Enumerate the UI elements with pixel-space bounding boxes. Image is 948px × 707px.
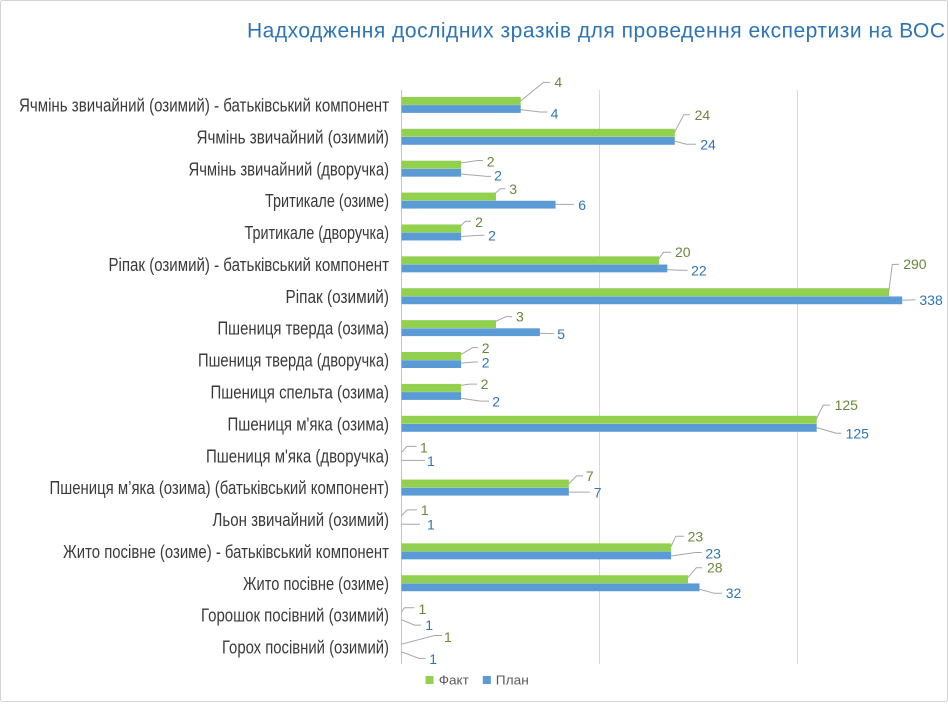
svg-text:7: 7 bbox=[586, 468, 594, 484]
svg-text:6: 6 bbox=[578, 197, 586, 213]
svg-text:125: 125 bbox=[846, 425, 870, 441]
svg-text:1: 1 bbox=[427, 516, 435, 532]
svg-text:Ріпак (озимий): Ріпак (озимий) bbox=[286, 287, 390, 307]
svg-text:125: 125 bbox=[835, 397, 859, 413]
svg-text:1: 1 bbox=[419, 601, 427, 617]
svg-text:1: 1 bbox=[429, 651, 437, 667]
svg-text:4: 4 bbox=[554, 74, 562, 90]
svg-text:Тритикале (озиме): Тритикале (озиме) bbox=[265, 191, 389, 211]
svg-text:2: 2 bbox=[481, 376, 489, 392]
svg-text:7: 7 bbox=[594, 484, 602, 500]
svg-text:22: 22 bbox=[691, 263, 707, 279]
svg-text:Ячмінь звичайний (озимий) - ба: Ячмінь звичайний (озимий) - батьківський… bbox=[19, 96, 389, 116]
svg-text:2: 2 bbox=[475, 214, 483, 230]
svg-text:1: 1 bbox=[427, 453, 435, 469]
svg-text:Тритикале (дворучка): Тритикале (дворучка) bbox=[245, 223, 390, 243]
svg-text:24: 24 bbox=[700, 136, 716, 152]
svg-text:Пшениця тверда (озима): Пшениця тверда (озима) bbox=[218, 319, 390, 339]
svg-text:1: 1 bbox=[420, 439, 428, 455]
svg-text:Жито посівне (озиме): Жито посівне (озиме) bbox=[243, 574, 389, 594]
svg-text:4: 4 bbox=[551, 105, 559, 121]
svg-text:2: 2 bbox=[494, 167, 502, 183]
svg-text:1: 1 bbox=[444, 629, 452, 645]
svg-text:23: 23 bbox=[688, 528, 704, 544]
svg-text:План: План bbox=[496, 672, 529, 687]
svg-text:Льон звичайний (озимий): Льон звичайний (озимий) bbox=[213, 510, 390, 530]
svg-text:2: 2 bbox=[487, 153, 495, 169]
svg-text:5: 5 bbox=[557, 326, 565, 342]
svg-text:Пшениця спельта (озима): Пшениця спельта (озима) bbox=[211, 383, 390, 403]
svg-text:2: 2 bbox=[488, 227, 496, 243]
svg-text:Факт: Факт bbox=[439, 672, 469, 687]
svg-text:338: 338 bbox=[919, 292, 943, 308]
svg-text:Ріпак (озимий) - батьківський: Ріпак (озимий) - батьківський компонент bbox=[109, 255, 390, 275]
svg-text:3: 3 bbox=[516, 309, 524, 325]
svg-text:20: 20 bbox=[675, 244, 691, 260]
svg-text:2: 2 bbox=[492, 393, 500, 409]
svg-text:Пшениця м'яка (озима): Пшениця м'яка (озима) bbox=[228, 414, 390, 434]
svg-text:290: 290 bbox=[903, 256, 927, 272]
svg-text:Пшениця м’яка (озима) (батьків: Пшениця м’яка (озима) (батьківський комп… bbox=[50, 478, 390, 498]
svg-text:Пшениця тверда (дворучка): Пшениця тверда (дворучка) bbox=[198, 351, 389, 371]
svg-text:Жито посівне (озиме) - батьків: Жито посівне (озиме) - батьківський комп… bbox=[63, 542, 389, 562]
svg-text:Надходження дослідних зразків: Надходження дослідних зразків для провед… bbox=[247, 20, 945, 43]
svg-text:3: 3 bbox=[509, 181, 517, 197]
svg-text:23: 23 bbox=[705, 546, 721, 562]
svg-text:28: 28 bbox=[707, 560, 723, 576]
svg-text:2: 2 bbox=[482, 354, 490, 370]
svg-text:32: 32 bbox=[726, 585, 742, 601]
svg-text:Ячмінь звичайний (дворучка): Ячмінь звичайний (дворучка) bbox=[189, 159, 390, 179]
svg-text:2: 2 bbox=[482, 340, 490, 356]
svg-text:Пшениця м'яка (дворучка): Пшениця м'яка (дворучка) bbox=[206, 446, 389, 466]
svg-text:24: 24 bbox=[695, 107, 711, 123]
svg-text:1: 1 bbox=[425, 617, 433, 633]
svg-text:Горошок посівний (озимий): Горошок посівний (озимий) bbox=[201, 606, 389, 626]
svg-text:Горох посівний (озимий): Горох посівний (озимий) bbox=[222, 638, 389, 658]
svg-text:Ячмінь звичайний (озимий): Ячмінь звичайний (озимий) bbox=[197, 127, 390, 147]
svg-text:1: 1 bbox=[421, 502, 429, 518]
